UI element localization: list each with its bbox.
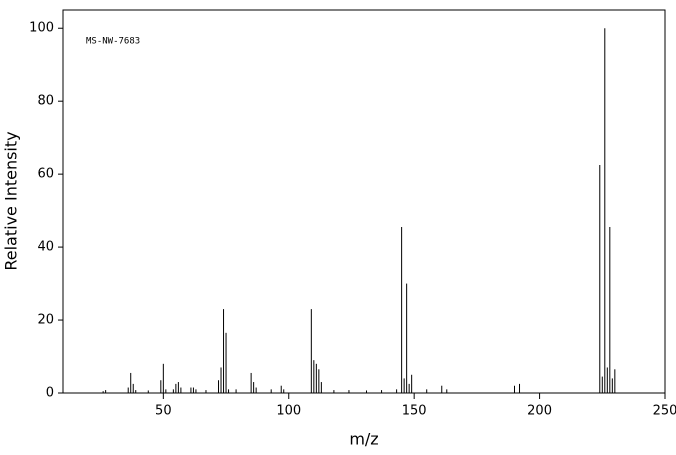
y-tick-label: 80	[37, 94, 54, 109]
y-tick-label: 60	[37, 167, 54, 182]
y-axis-title: Relative Intensity	[2, 131, 21, 270]
x-tick-label: 250	[653, 404, 676, 419]
x-tick-label: 100	[276, 404, 301, 419]
x-tick-label: 150	[402, 404, 427, 419]
y-tick-label: 100	[29, 21, 54, 36]
plot-frame	[62, 9, 666, 394]
x-tick-label: 50	[155, 404, 172, 419]
y-tick-label: 20	[37, 313, 54, 328]
y-tick-label: 40	[37, 240, 54, 255]
annotation: MS-NW-7683	[86, 37, 140, 47]
x-axis-title: m/z	[349, 430, 378, 449]
y-tick-label: 0	[46, 386, 54, 401]
x-tick-label: 200	[527, 404, 552, 419]
